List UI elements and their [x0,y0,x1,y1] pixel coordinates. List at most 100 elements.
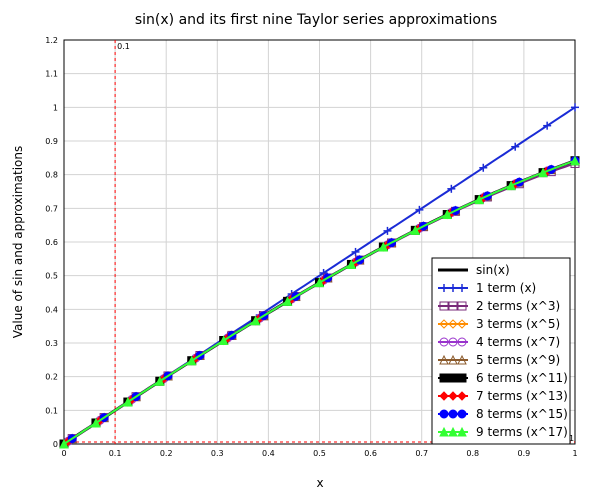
legend-entry: 2 terms (x^3) [438,299,560,313]
legend-marker [448,301,458,311]
legend-entry: 4 terms (x^7) [438,335,560,349]
legend-marker [457,426,467,437]
series-marker [410,225,421,235]
legend-entry: 8 terms (x^15) [438,407,568,421]
series-marker [543,121,552,130]
legend-label: 8 terms (x^15) [476,407,568,421]
y-tick-label: 0 [53,440,58,449]
legend-marker [448,319,458,329]
legend-label: 1 term (x) [476,281,536,295]
legend-label: 3 terms (x^5) [476,317,560,331]
series-9 [59,155,580,449]
legend-entry: 6 terms (x^11) [438,371,568,385]
legend-marker [457,301,467,311]
series-marker [415,205,424,214]
legend-entry: sin(x) [438,263,510,277]
x-axis-label: x [316,476,323,490]
y-tick-label: 0.2 [45,373,58,382]
legend-marker [448,426,458,437]
chart-title: sin(x) and its first nine Taylor series … [135,12,497,28]
legend-marker [439,391,449,401]
y-tick-label: 1 [53,103,58,112]
y-tick-label: 0.8 [45,171,58,180]
series-marker [506,180,516,191]
x-tick-label: 1 [572,449,577,458]
x-tick-label: 0.8 [466,449,479,458]
series-marker [351,247,360,256]
legend-marker [448,354,458,365]
legend: sin(x) 1 term (x) 2 terms (x^3) 3 terms (x^… [431,257,571,445]
series-marker [218,335,229,345]
legend-marker [448,373,458,383]
series-marker [378,241,389,252]
legend-marker [439,373,449,383]
legend-marker [439,426,449,437]
y-axis-label: Value of sin and approximations [11,146,25,339]
legend-marker [439,354,449,365]
y-tick-label: 1.1 [45,70,58,79]
y-tick-label: 0.6 [45,238,58,247]
x-tick-label: 0.6 [364,449,377,458]
y-tick-label: 1.2 [45,36,58,45]
series-marker [186,355,197,366]
legend-entry: 7 terms (x^13) [438,389,568,403]
legend-marker [448,337,458,347]
legend-marker [449,284,457,292]
legend-label: 4 terms (x^7) [476,335,560,349]
x-extra-label: 1 [569,434,574,443]
y-tick-label: 0.5 [45,272,58,281]
y-tick-label: 0.3 [45,339,58,348]
legend-marker [457,319,467,329]
legend-marker [439,319,449,329]
series-marker [346,259,357,269]
x-tick-label: 0.2 [160,449,173,458]
legend-marker [457,337,467,347]
series [59,103,580,449]
y-tick-label: 0.7 [45,204,58,213]
legend-entry: 1 term (x) [438,281,536,295]
legend-marker [439,337,449,347]
y-tick-label: 0.4 [45,305,58,314]
annotation-label: 0.1 [117,42,130,51]
legend-marker [439,409,449,419]
series-marker [447,184,456,193]
series-marker [155,376,165,386]
legend-entry: 3 terms (x^5) [438,317,560,331]
series-marker [474,194,484,205]
series-marker [59,438,69,449]
legend-marker [457,391,467,401]
legend-marker [458,284,466,292]
series-marker [571,103,579,112]
series-marker [123,396,133,407]
tick-labels: 0 0.1 0.2 0.3 0.4 0.5 0.6 0.7 0.8 0.9 1 0 0.1 0.2 0.3 0… [45,36,577,458]
plot-frame [63,39,576,445]
x-tick-label: 0.4 [262,449,275,458]
series-marker [383,226,392,235]
x-tick-label: 0.5 [313,449,326,458]
legend-entry: 9 terms (x^17) [438,425,568,439]
legend-marker [439,301,449,311]
legend-label: sin(x) [476,263,510,277]
legend-marker [440,284,448,292]
legend-marker [457,373,467,383]
y-tick-label: 0.9 [45,137,58,146]
series-marker [538,167,548,178]
legend-label: 5 terms (x^9) [476,353,560,367]
y-tick-label: 0.1 [45,406,58,415]
legend-marker [457,409,467,419]
series-marker [314,277,325,288]
legend-marker [457,354,467,365]
x-tick-label: 0.9 [518,449,531,458]
legend-label: 9 terms (x^17) [476,425,568,439]
series-marker [282,296,293,306]
legend-entry: 5 terms (x^9) [438,353,560,367]
legend-marker [448,409,458,419]
x-tick-label: 0.3 [211,449,224,458]
series-marker [511,142,520,151]
series-marker [91,417,101,428]
series-marker [570,155,580,166]
x-tick-label: 0 [61,449,66,458]
x-tick-label: 0.7 [415,449,428,458]
series-marker [250,315,261,326]
